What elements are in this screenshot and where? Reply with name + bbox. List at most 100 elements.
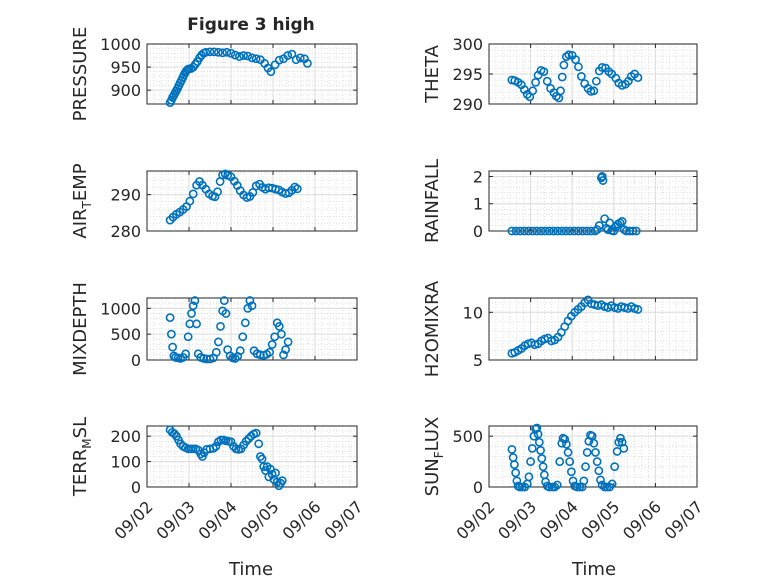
axes-box [488, 297, 698, 361]
axes-box [146, 425, 358, 488]
data-point [235, 346, 245, 356]
axes-box [488, 425, 698, 488]
data-point [241, 436, 251, 446]
data-point [565, 457, 575, 466]
y-tick-label: 100 [110, 453, 141, 472]
y-axis-label: PRESSURE [70, 27, 91, 122]
data-point [531, 424, 540, 434]
data-point [201, 47, 211, 57]
data-point [524, 472, 534, 482]
data-point [221, 309, 231, 318]
chart-title: Figure 3 high [187, 15, 315, 35]
data-point [544, 226, 554, 236]
data-point [226, 437, 236, 447]
y-tick-label: 300 [452, 35, 483, 54]
data-point [563, 448, 573, 457]
data-point [526, 457, 535, 466]
data-point [222, 47, 232, 57]
panel-air_temp: 280 290 AIRTEMP [70, 163, 358, 241]
data-point [205, 47, 215, 57]
data-point [188, 189, 198, 199]
x-tick-label: 09/03 [494, 497, 540, 543]
x-axis-label-right: Time [571, 559, 616, 580]
data-point [216, 322, 225, 331]
data-point [528, 226, 538, 236]
data-point [287, 49, 297, 59]
data-point [616, 433, 625, 443]
data-point [574, 62, 583, 72]
data-point [527, 443, 537, 453]
data-point [534, 437, 544, 447]
y-tick-label: 1000 [100, 299, 141, 318]
data-point [213, 337, 223, 347]
y-tick-label: 295 [452, 65, 483, 84]
data-point [532, 226, 542, 236]
data-point [532, 423, 542, 433]
data-point [589, 438, 599, 448]
data-point [165, 313, 175, 323]
data-point [540, 226, 550, 236]
data-point [181, 349, 191, 359]
y-axis-label: AIRTEMP [70, 163, 94, 238]
data-point [245, 296, 255, 305]
data-point [303, 58, 312, 68]
data-point [552, 480, 562, 490]
data-point [519, 226, 529, 236]
y-axis-label: TERRMSL [70, 417, 94, 497]
data-point [559, 60, 569, 70]
data-point [185, 196, 195, 206]
panel-mixdepth: 0 500 1000 MIXDEPTH [70, 282, 358, 376]
data-point [582, 226, 592, 236]
data-point [607, 479, 617, 489]
data-point [565, 226, 575, 236]
y-tick-label: 900 [110, 81, 141, 100]
panel-pressure: 900 950 1000 PRESSURE [70, 27, 358, 122]
data-point [255, 350, 265, 360]
data-point [168, 342, 178, 352]
panel-h2omixra: 5 10 H2OMIXRA [422, 280, 698, 377]
y-tick-label: 0 [131, 351, 141, 370]
y-axis-label: MIXDEPTH [70, 282, 91, 376]
data-point [561, 439, 571, 449]
y-axis-label: THETA [422, 44, 443, 104]
data-point [631, 226, 641, 236]
y-tick-label: 0 [473, 222, 483, 241]
y-tick-label: 1 [473, 195, 483, 214]
data-point [614, 437, 624, 447]
panel-theta: 290 295 300 THETA [422, 35, 698, 114]
data-point [610, 462, 620, 472]
data-point [591, 448, 600, 457]
data-point [571, 55, 580, 64]
data-point [248, 188, 258, 197]
data-point [267, 340, 277, 349]
data-point [218, 48, 227, 58]
data-point [582, 448, 592, 457]
data-point [528, 86, 538, 96]
data-point [617, 217, 627, 226]
data-point [578, 226, 587, 236]
data-point [515, 226, 525, 236]
x-tick-label: 09/02 [111, 497, 157, 543]
data-point [251, 54, 261, 64]
data-point [509, 460, 519, 470]
data-point [209, 47, 219, 57]
data-point [254, 439, 264, 449]
data-point [560, 434, 570, 444]
data-point [537, 454, 547, 463]
y-tick-label: 280 [110, 222, 141, 241]
data-point [187, 309, 196, 318]
data-point [549, 226, 558, 236]
y-tick-label: 200 [110, 427, 141, 446]
data-point [633, 305, 643, 314]
data-point [219, 296, 229, 305]
y-tick-label: 500 [110, 325, 141, 344]
data-point [561, 226, 571, 236]
data-point [166, 329, 176, 339]
data-point [597, 63, 607, 72]
data-point [239, 51, 248, 60]
y-axis-label: H2OMIXRA [422, 280, 443, 377]
axes-box [146, 43, 358, 105]
x-tick-label: 09/03 [153, 497, 199, 543]
data-point [596, 475, 605, 485]
